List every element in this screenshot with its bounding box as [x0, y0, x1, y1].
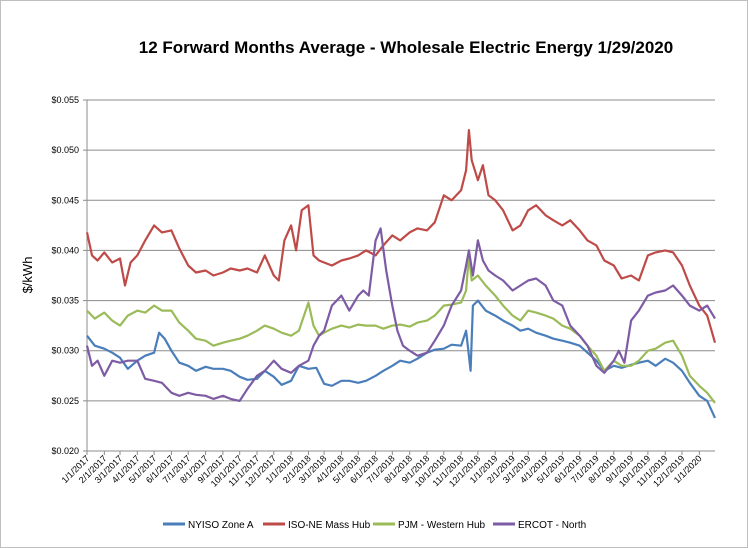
series-lines [85, 129, 717, 419]
y-tick-label: $0.025 [51, 396, 79, 406]
y-tick-label: $0.020 [51, 446, 79, 456]
y-tick-label: $0.045 [51, 195, 79, 205]
x-axis-ticks: 1/1/20172/1/20173/1/20174/1/20175/1/2017… [60, 453, 704, 488]
series-line [86, 299, 716, 419]
y-tick-label: $0.030 [51, 346, 79, 356]
legend-label: ERCOT - North [518, 520, 586, 531]
legend: NYISO Zone A ISO-NE Mass Hub PJM - Western… [163, 520, 586, 531]
legend-label: ISO-NE Mass Hub [288, 520, 371, 531]
legend-label: NYISO Zone A [188, 520, 254, 531]
y-tick-label: $0.040 [51, 245, 79, 255]
series-line [85, 129, 717, 344]
y-axis-ticks: $0.020 $0.025 $0.030 $0.035 $0.040 $0.045 $0.0… [51, 95, 79, 456]
y-tick-label: $0.055 [51, 95, 79, 105]
y-tick-label: $0.050 [51, 145, 79, 155]
chart-title: 12 Forward Months Average - Wholesale El… [139, 38, 673, 57]
series-line [85, 227, 716, 402]
y-axis-label: $/kWh [20, 257, 35, 294]
y-tick-label: $0.035 [51, 296, 79, 306]
legend-label: PJM - Western Hub [398, 520, 485, 531]
gridlines [83, 99, 715, 455]
